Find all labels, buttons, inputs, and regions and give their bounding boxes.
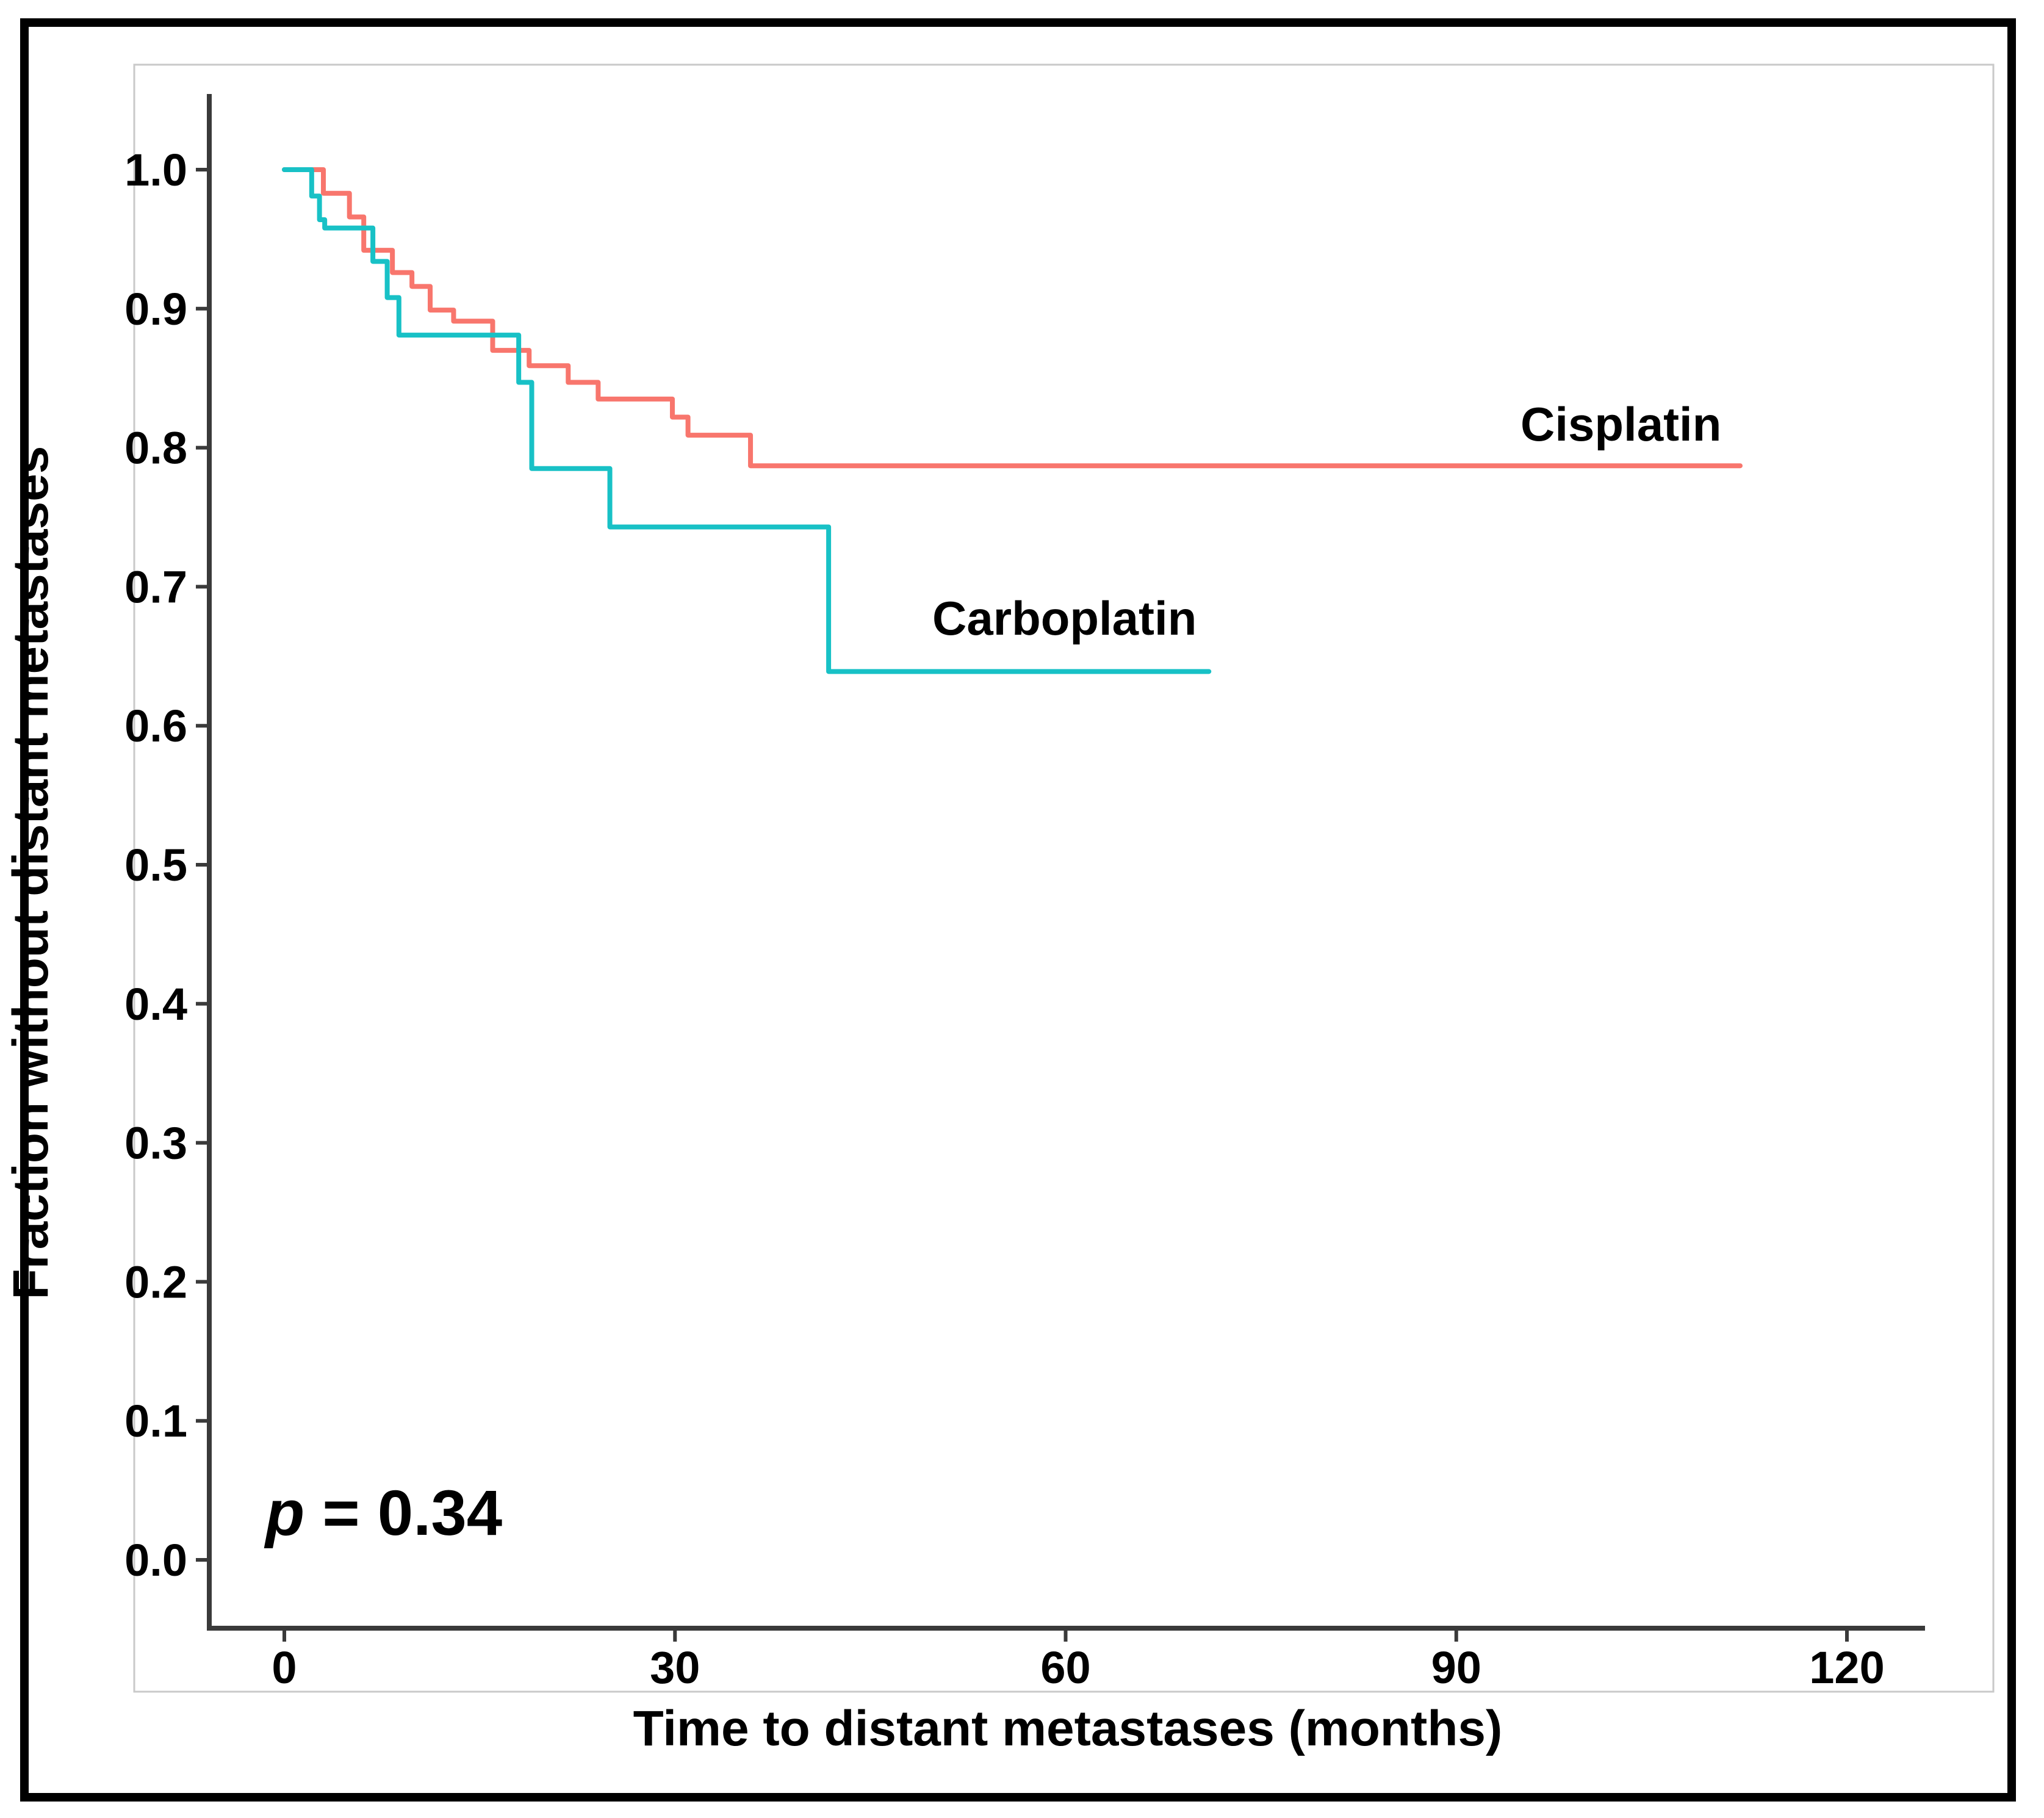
x-tick-label: 120 [1809, 1642, 1884, 1693]
x-tick-label: 90 [1431, 1642, 1481, 1693]
x-axis-title: Time to distant metastases (months) [633, 1701, 1503, 1756]
y-axis-ticks [196, 168, 209, 1562]
y-tick-label: 0.9 [124, 284, 187, 334]
p-value-number: = 0.34 [304, 1477, 502, 1549]
y-tick-label: 0.7 [124, 561, 187, 612]
legend-label-carboplatin: Carboplatin [932, 591, 1197, 645]
y-tick-label: 0.2 [124, 1257, 187, 1307]
y-tick-label: 0.5 [124, 840, 187, 890]
y-axis-title: Fraction without distant metastases [3, 446, 59, 1300]
p-value-annotation: p = 0.34 [264, 1477, 502, 1549]
y-axis-tick-labels: 1.0 0.9 0.8 0.7 0.6 0.5 0.4 0.3 0.2 0.1 0.0 [124, 145, 187, 1585]
outer-frame [20, 18, 2016, 1802]
cisplatin-curve [282, 167, 1743, 469]
y-tick-label: 0.0 [124, 1535, 187, 1585]
x-tick-label: 30 [650, 1642, 700, 1693]
y-tick-label: 1.0 [124, 145, 187, 195]
x-tick-label: 60 [1040, 1642, 1090, 1693]
carboplatin-curve [282, 167, 1212, 674]
y-tick-label: 0.4 [124, 979, 187, 1030]
y-tick-label: 0.1 [124, 1396, 187, 1446]
panel-border [133, 63, 1995, 1693]
y-tick-label: 0.6 [124, 701, 187, 751]
legend-label-cisplatin: Cisplatin [1520, 397, 1721, 451]
y-tick-label: 0.8 [124, 423, 187, 474]
survival-curves [282, 167, 1743, 674]
x-axis-ticks [282, 1628, 1849, 1642]
x-tick-label: 0 [272, 1642, 297, 1693]
y-tick-label: 0.3 [124, 1118, 187, 1169]
p-value-symbol: p [264, 1477, 304, 1549]
x-axis-tick-labels: 0 30 60 90 120 [272, 1642, 1884, 1693]
